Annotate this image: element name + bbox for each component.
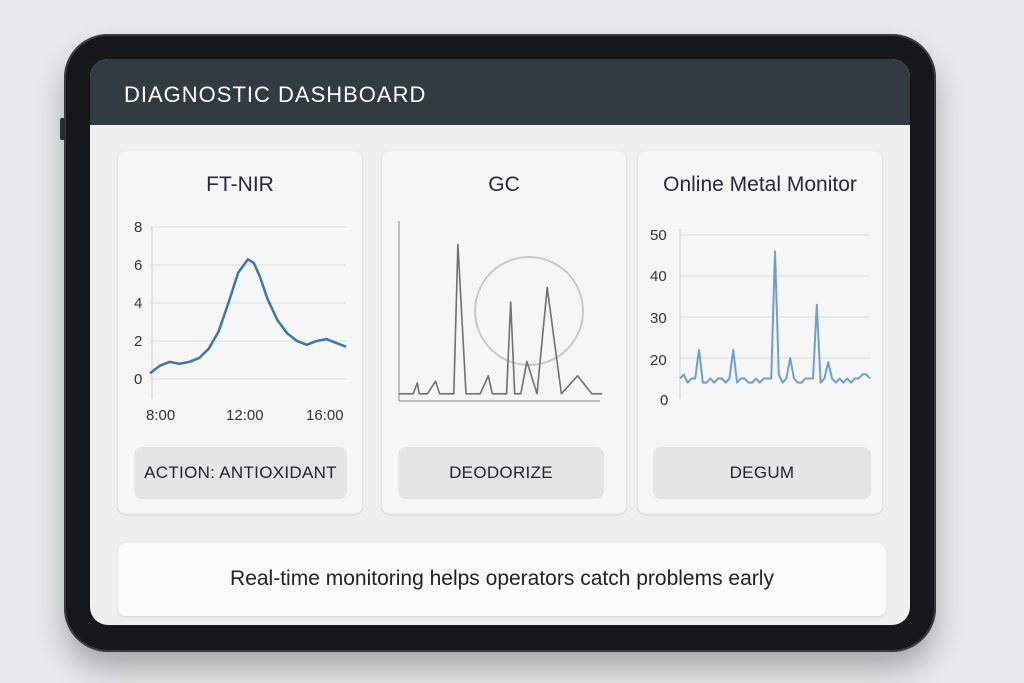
degum-action-button[interactable]: DEGUM	[653, 447, 871, 499]
ftnir-y-tick: 6	[134, 257, 142, 274]
metal-series-line	[679, 250, 871, 384]
metal-chart: 50 40 30 20 0	[650, 227, 871, 409]
info-banner-text: Real-time monitoring helps operators cat…	[230, 567, 774, 590]
gc-highlight-circle	[474, 256, 584, 366]
deodorize-action-button[interactable]: DEODORIZE	[398, 447, 604, 499]
antioxidant-action-button[interactable]: ACTION: ANTIOXIDANT	[134, 447, 347, 499]
metal-monitor-card: Online Metal Monitor 50 40 30 20 0 DEGUM	[638, 151, 882, 514]
metal-card-title: Online Metal Monitor	[663, 173, 857, 196]
metal-y-tick: 0	[660, 392, 668, 409]
ftnir-y-tick: 2	[134, 333, 142, 350]
metal-y-tick: 50	[650, 227, 667, 244]
ftnir-x-tick: 8:00	[146, 407, 175, 424]
ftnir-chart: 8 6 4 2 0 8:00 12:00 16:00	[134, 219, 347, 424]
metal-y-tick: 30	[650, 310, 667, 327]
ftnir-card: FT-NIR 8 6 4 2 0 8:00 12:00 16:00 ACTION…	[118, 151, 362, 514]
tablet-side-button	[60, 118, 65, 140]
ftnir-gridlines	[150, 226, 346, 380]
ftnir-series-line	[149, 258, 347, 375]
ftnir-y-tick: 4	[134, 295, 142, 312]
dashboard-header: DIAGNOSTIC DASHBOARD	[90, 59, 910, 125]
ftnir-x-tick: 12:00	[226, 407, 264, 424]
gc-card-title: GC	[488, 173, 520, 196]
gc-card: GC DEODORIZE	[382, 151, 626, 514]
ftnir-x-tick: 16:00	[306, 407, 344, 424]
page-title: DIAGNOSTIC DASHBOARD	[124, 82, 427, 107]
info-banner: Real-time monitoring helps operators cat…	[118, 543, 886, 616]
ftnir-card-title: FT-NIR	[206, 173, 274, 196]
ftnir-y-tick: 0	[134, 371, 142, 388]
ftnir-y-tick: 8	[134, 219, 142, 236]
dashboard-screen: DIAGNOSTIC DASHBOARD FT-NIR 8 6 4 2 0 8:…	[90, 59, 910, 625]
gc-chart	[398, 221, 602, 402]
metal-gridlines	[680, 234, 870, 359]
metal-y-tick: 40	[650, 268, 667, 285]
metal-y-tick: 20	[650, 352, 667, 369]
gc-chromatogram-line	[399, 243, 602, 395]
